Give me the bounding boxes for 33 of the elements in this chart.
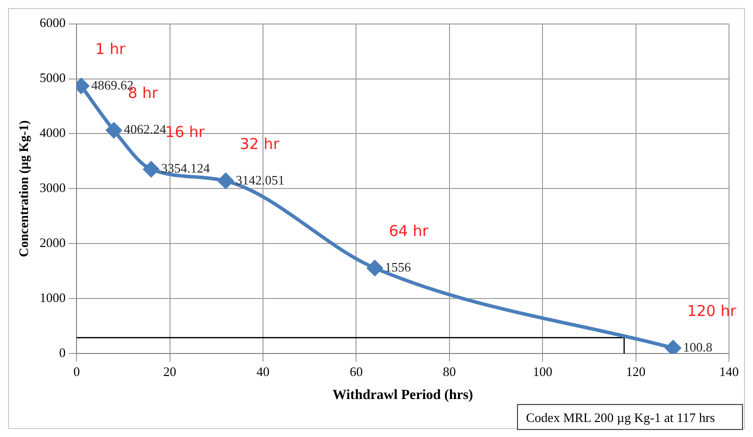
y-tick-label: 6000 (40, 15, 66, 30)
x-tick-label: 20 (163, 364, 176, 379)
x-tick-label: 40 (256, 364, 270, 379)
annotation: 16 hr (165, 123, 206, 142)
y-tick-label: 1000 (40, 290, 66, 306)
data-label: 1556 (384, 259, 412, 274)
x-tick-label: 100 (532, 364, 552, 379)
point (665, 340, 681, 354)
point (218, 173, 234, 189)
point (143, 161, 159, 177)
annotation: 1 hr (95, 40, 126, 58)
x-tick-label: 140 (719, 364, 739, 379)
y-tick-label: 2000 (40, 235, 66, 250)
point (367, 260, 383, 276)
annotation: 32 hr (240, 134, 280, 153)
annotation: 120 hr (687, 302, 737, 320)
y-tick-label: 0 (59, 345, 66, 360)
x-tick-label: 60 (350, 364, 363, 379)
data-label: 3354.124 (161, 160, 210, 176)
point (106, 122, 122, 138)
x-tick-label: 80 (442, 364, 456, 379)
y-tick-label: 4000 (40, 125, 66, 140)
x-tick-label: 0 (73, 364, 80, 379)
text: Codex MRL 200 µg Kg-1 at 117 hrs (517, 404, 743, 430)
y-tick-label: 5000 (40, 70, 66, 86)
x-axis-title: Withdrawl Period (hrs) (332, 388, 474, 404)
data-label: 100.8 (683, 339, 712, 354)
y-tick-label: 3000 (40, 180, 66, 196)
annotation: 64 hr (388, 222, 430, 240)
y-axis-title: Concentration (µg Kg-1) (16, 120, 32, 258)
data-label: 3142.051 (236, 172, 284, 188)
x-tick-label: 120 (626, 364, 646, 379)
data-label: 4062.24 (124, 122, 167, 137)
